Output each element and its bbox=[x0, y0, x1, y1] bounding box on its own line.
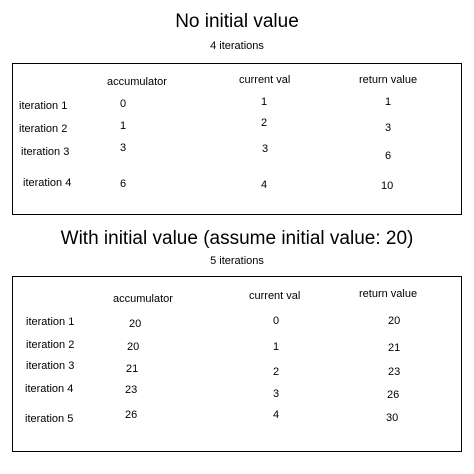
section-2-subtitle: 5 iterations bbox=[210, 255, 264, 267]
header-current-val: current val bbox=[239, 74, 291, 86]
return-value: 1 bbox=[385, 96, 392, 108]
header-accumulator: accumulator bbox=[113, 293, 173, 305]
current-value: 4 bbox=[273, 409, 280, 421]
row-label: iteration 2 bbox=[19, 123, 68, 135]
current-value: 3 bbox=[262, 143, 269, 155]
accumulator-value: 23 bbox=[125, 384, 138, 396]
row-label: iteration 3 bbox=[26, 360, 75, 372]
row-label: iteration 4 bbox=[23, 177, 72, 189]
return-value: 10 bbox=[381, 180, 394, 192]
section-2-title: With initial value (assume initial value… bbox=[60, 228, 414, 249]
row-label: iteration 4 bbox=[25, 383, 74, 395]
section-1-table: accumulator current val return value ite… bbox=[12, 63, 462, 215]
accumulator-value: 20 bbox=[129, 318, 142, 330]
current-value: 0 bbox=[273, 315, 280, 327]
accumulator-value: 0 bbox=[120, 98, 127, 110]
return-value: 20 bbox=[388, 315, 401, 327]
accumulator-value: 3 bbox=[120, 142, 127, 154]
header-current-val: current val bbox=[249, 290, 301, 302]
current-value: 3 bbox=[273, 388, 280, 400]
accumulator-value: 20 bbox=[127, 341, 140, 353]
section-1-subtitle: 4 iterations bbox=[210, 40, 264, 52]
return-value: 3 bbox=[385, 122, 392, 134]
accumulator-value: 1 bbox=[120, 120, 127, 132]
row-label: iteration 2 bbox=[26, 339, 75, 351]
return-value: 21 bbox=[388, 342, 401, 354]
row-label: iteration 3 bbox=[21, 146, 70, 158]
accumulator-value: 26 bbox=[125, 409, 138, 421]
return-value: 6 bbox=[385, 150, 392, 162]
accumulator-value: 21 bbox=[126, 363, 139, 375]
section-2-table: accumulator current val return value ite… bbox=[12, 276, 462, 452]
row-label: iteration 1 bbox=[26, 316, 75, 328]
row-label: iteration 1 bbox=[19, 100, 68, 112]
header-accumulator: accumulator bbox=[107, 76, 167, 88]
section-1-title: No initial value bbox=[175, 11, 299, 32]
header-return-value: return value bbox=[359, 288, 418, 300]
return-value: 30 bbox=[386, 412, 399, 424]
row-label: iteration 5 bbox=[25, 413, 74, 425]
current-value: 2 bbox=[261, 117, 268, 129]
current-value: 2 bbox=[273, 366, 280, 378]
current-value: 4 bbox=[261, 179, 268, 191]
accumulator-value: 6 bbox=[120, 178, 127, 190]
return-value: 23 bbox=[388, 366, 401, 378]
current-value: 1 bbox=[273, 341, 280, 353]
current-value: 1 bbox=[261, 96, 268, 108]
header-return-value: return value bbox=[359, 74, 418, 86]
return-value: 26 bbox=[387, 389, 400, 401]
